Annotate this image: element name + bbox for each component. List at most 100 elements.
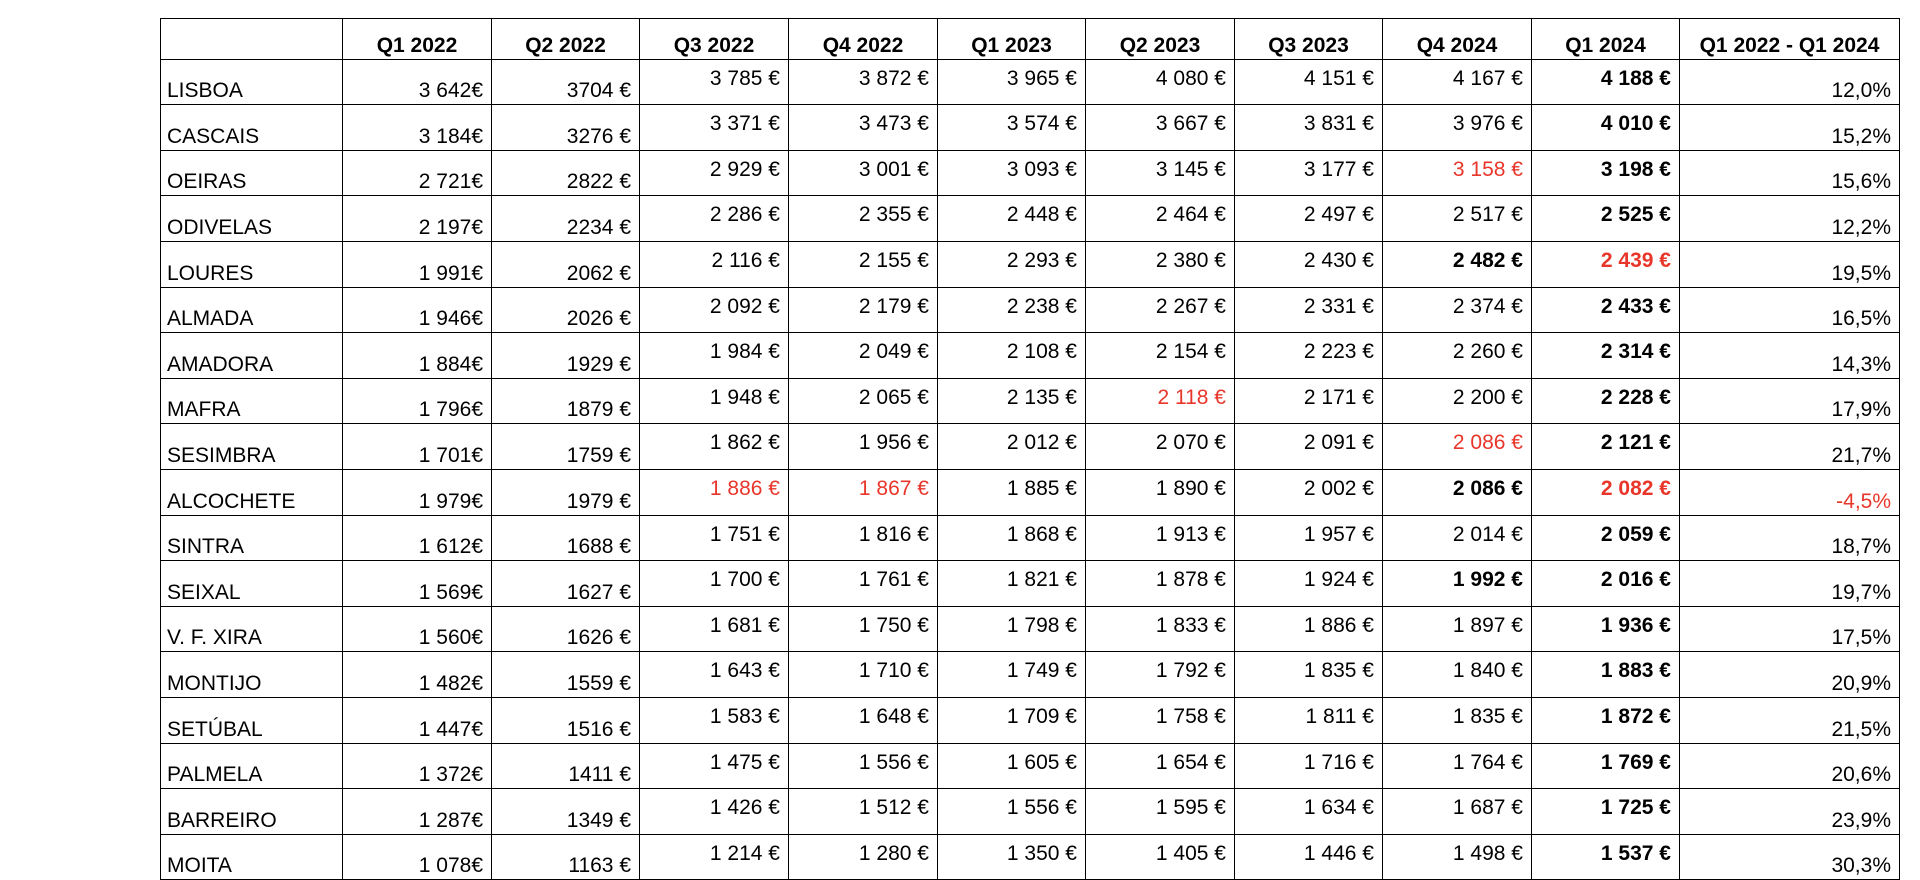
municipality-name: CASCAIS: [160, 104, 343, 151]
price-cell: 1 835 €: [1382, 696, 1532, 744]
price-cell: 1 078€: [342, 833, 492, 880]
price-cell: 1 426 €: [639, 788, 789, 835]
price-cell: 1559 €: [491, 651, 640, 698]
price-cell: 1 612€: [342, 514, 492, 562]
municipality-name: BARREIRO: [160, 788, 343, 835]
table-row: CASCAIS 3 184€ 3276 €3 371 €3 473 €3 574 €…: [160, 104, 1900, 151]
table-row: SEIXAL 1 569€ 1627 €1 700 €1 761 €1 821 €1…: [160, 560, 1900, 607]
price-cell: 4 151 €: [1234, 58, 1383, 106]
price-cell: 1 681 €: [639, 605, 789, 653]
price-cell: 2 092 €: [639, 286, 789, 334]
price-cell: 3 145 €: [1085, 149, 1235, 197]
table-row: OEIRAS 2 721€ 2822 €2 929 €3 001 €3 093 €3…: [160, 149, 1900, 197]
change-percent-cell: 14,3%: [1679, 332, 1900, 379]
price-cell: 2 439 €: [1531, 240, 1680, 288]
price-cell: 1 798 €: [937, 605, 1086, 653]
price-cell: 1 595 €: [1085, 788, 1235, 835]
price-cell: 3276 €: [491, 104, 640, 151]
price-cell: 1 979€: [342, 468, 492, 516]
price-cell: 2 154 €: [1085, 332, 1235, 379]
table-row: ALCOCHETE 1 979€ 1979 €1 886 €1 867 €1 885…: [160, 468, 1900, 516]
price-cell: 2 059 €: [1531, 514, 1680, 562]
price-cell: 1 654 €: [1085, 742, 1235, 790]
change-percent-cell: 21,5%: [1679, 696, 1900, 744]
price-cell: 2822 €: [491, 149, 640, 197]
price-cell: 2 293 €: [937, 240, 1086, 288]
price-cell: 1 482€: [342, 651, 492, 698]
price-cell: 1 948 €: [639, 377, 789, 425]
price-cell: 2 197€: [342, 195, 492, 242]
change-percent-cell: 12,2%: [1679, 195, 1900, 242]
price-cell: 1 701€: [342, 423, 492, 470]
price-cell: 2 070 €: [1085, 423, 1235, 470]
price-cell: 3 976 €: [1382, 104, 1532, 151]
price-cell: 1 498 €: [1382, 833, 1532, 880]
price-cell: 1 280 €: [788, 833, 938, 880]
price-cell: 2062 €: [491, 240, 640, 288]
municipality-name: ODIVELAS: [160, 195, 343, 242]
price-cell: 2 086 €: [1382, 468, 1532, 516]
column-header: Q2 2023: [1085, 18, 1235, 60]
price-cell: 1 816 €: [788, 514, 938, 562]
change-percent-cell: 19,5%: [1679, 240, 1900, 288]
price-cell: 1 350 €: [937, 833, 1086, 880]
price-cell: 3 093 €: [937, 149, 1086, 197]
municipality-name: SEIXAL: [160, 560, 343, 607]
table-row: SINTRA 1 612€ 1688 €1 751 €1 816 €1 868 €1…: [160, 514, 1900, 562]
change-percent-cell: 19,7%: [1679, 560, 1900, 607]
price-cell: 1 913 €: [1085, 514, 1235, 562]
table-row: V. F. XIRA 1 560€ 1626 €1 681 €1 750 €1 79…: [160, 605, 1900, 653]
price-cell: 1 878 €: [1085, 560, 1235, 607]
price-cell: 1 749 €: [937, 651, 1086, 698]
price-cell: 3 184€: [342, 104, 492, 151]
table-row: MAFRA 1 796€ 1879 €1 948 €2 065 €2 135 €2 …: [160, 377, 1900, 425]
header-cell-blank: [160, 18, 343, 60]
price-cell: 2 116 €: [639, 240, 789, 288]
price-cell: 1 956 €: [788, 423, 938, 470]
price-cell: 1411 €: [491, 742, 640, 790]
price-cell: 1 872 €: [1531, 696, 1680, 744]
change-percent-cell: 21,7%: [1679, 423, 1900, 470]
price-cell: 1929 €: [491, 332, 640, 379]
price-cell: 1 924 €: [1234, 560, 1383, 607]
price-cell: 1 758 €: [1085, 696, 1235, 744]
price-cell: 2 380 €: [1085, 240, 1235, 288]
price-cell: 2 002 €: [1234, 468, 1383, 516]
price-cell: 2026 €: [491, 286, 640, 334]
change-percent-cell: 16,5%: [1679, 286, 1900, 334]
price-cell: 2 314 €: [1531, 332, 1680, 379]
price-cell: 2 223 €: [1234, 332, 1383, 379]
table-row: MOITA 1 078€ 1163 €1 214 €1 280 €1 350 €1 …: [160, 833, 1900, 880]
price-cell: 2 464 €: [1085, 195, 1235, 242]
municipality-name: LISBOA: [160, 58, 343, 106]
price-cell: 1 992 €: [1382, 560, 1532, 607]
municipality-name: MOITA: [160, 833, 343, 880]
column-header: Q1 2022 - Q1 2024: [1679, 18, 1900, 60]
price-cell: 1759 €: [491, 423, 640, 470]
municipality-name: LOURES: [160, 240, 343, 288]
municipality-name: V. F. XIRA: [160, 605, 343, 653]
price-table: Q1 2022 Q2 2022 Q3 2022 Q4 2022 Q1 2023 Q2 20…: [160, 18, 1900, 880]
price-cell: 1 811 €: [1234, 696, 1383, 744]
table-row: BARREIRO 1 287€ 1349 €1 426 €1 512 €1 556 …: [160, 788, 1900, 835]
price-cell: 2 135 €: [937, 377, 1086, 425]
price-cell: 1 984 €: [639, 332, 789, 379]
change-percent-cell: 20,9%: [1679, 651, 1900, 698]
price-cell: 1 897 €: [1382, 605, 1532, 653]
table-row: PALMELA 1 372€ 1411 €1 475 €1 556 €1 605 €…: [160, 742, 1900, 790]
price-cell: 1 840 €: [1382, 651, 1532, 698]
price-cell: 3 642€: [342, 58, 492, 106]
price-cell: 1 868 €: [937, 514, 1086, 562]
price-cell: 1 583 €: [639, 696, 789, 744]
price-cell: 1 716 €: [1234, 742, 1383, 790]
price-cell: 4 188 €: [1531, 58, 1680, 106]
price-cell: 1 764 €: [1382, 742, 1532, 790]
price-cell: 2 014 €: [1382, 514, 1532, 562]
price-cell: 1 287€: [342, 788, 492, 835]
price-cell: 2 929 €: [639, 149, 789, 197]
table-header: Q1 2022 Q2 2022 Q3 2022 Q4 2022 Q1 2023 Q2 20…: [160, 18, 1900, 60]
column-header: Q3 2023: [1234, 18, 1383, 60]
table-row: LISBOA 3 642€ 3704 €3 785 €3 872 €3 965 €4…: [160, 58, 1900, 106]
table-row: AMADORA 1 884€ 1929 €1 984 €2 049 €2 108 €…: [160, 332, 1900, 379]
table-row: SETÚBAL 1 447€ 1516 €1 583 €1 648 €1 709 €…: [160, 696, 1900, 744]
